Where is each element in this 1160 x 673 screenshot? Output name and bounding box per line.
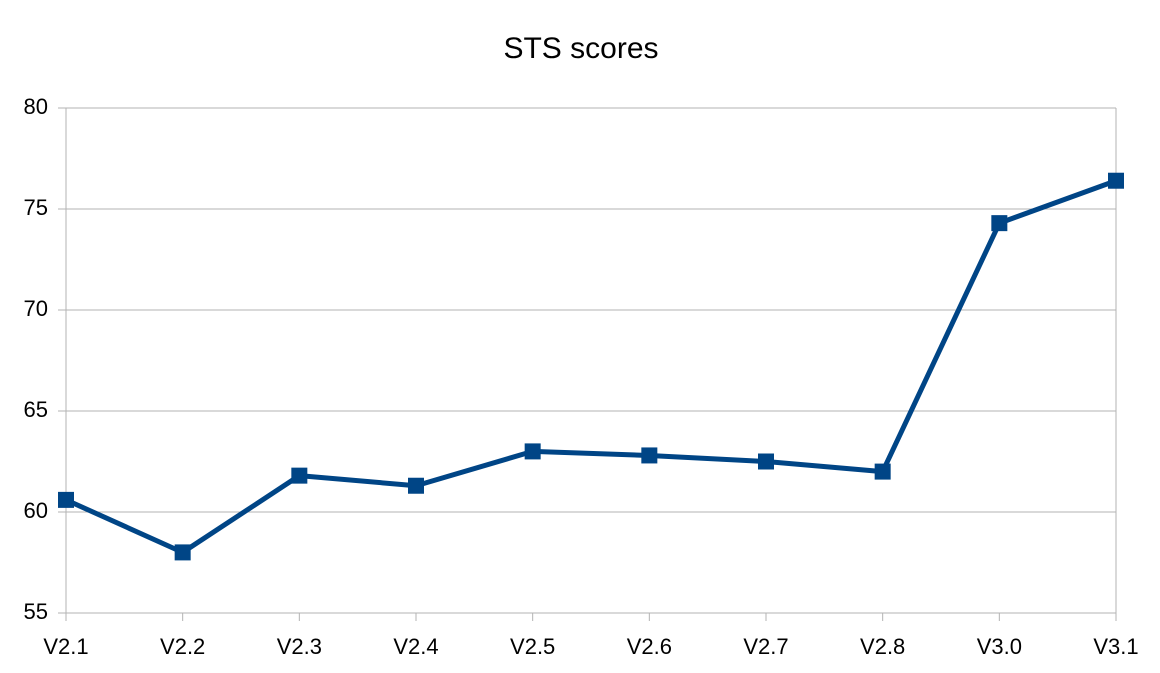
marker (58, 491, 74, 508)
x-tick-label: V2.3 (277, 634, 322, 659)
marker (874, 463, 891, 480)
x-tick-label: V2.8 (860, 634, 905, 659)
x-tick-label: V2.5 (510, 634, 555, 659)
marker (641, 447, 658, 464)
x-tick-label: V2.4 (393, 634, 438, 659)
marker (408, 477, 424, 494)
y-tick-label: 60 (24, 498, 48, 523)
x-tick-label: V3.0 (977, 634, 1022, 659)
marker (291, 467, 308, 484)
series-line (64, 178, 1117, 555)
x-tick-label: V2.2 (160, 634, 205, 659)
y-tick-label: 55 (24, 599, 48, 624)
y-tick-label: 80 (24, 94, 48, 119)
y-tick-label: 65 (24, 397, 48, 422)
y-tick-label: 75 (24, 195, 48, 220)
marker (758, 453, 774, 470)
x-tick-label: V2.1 (43, 634, 88, 659)
marker (174, 544, 191, 561)
marker (1108, 172, 1124, 189)
chart-title: STS scores (503, 32, 658, 65)
marker (991, 215, 1008, 232)
y-tick-label: 70 (24, 296, 48, 321)
x-tick-label: V3.1 (1093, 634, 1138, 659)
marker (524, 443, 541, 460)
x-tick-label: V2.6 (627, 634, 672, 659)
x-tick-label: V2.7 (743, 634, 788, 659)
